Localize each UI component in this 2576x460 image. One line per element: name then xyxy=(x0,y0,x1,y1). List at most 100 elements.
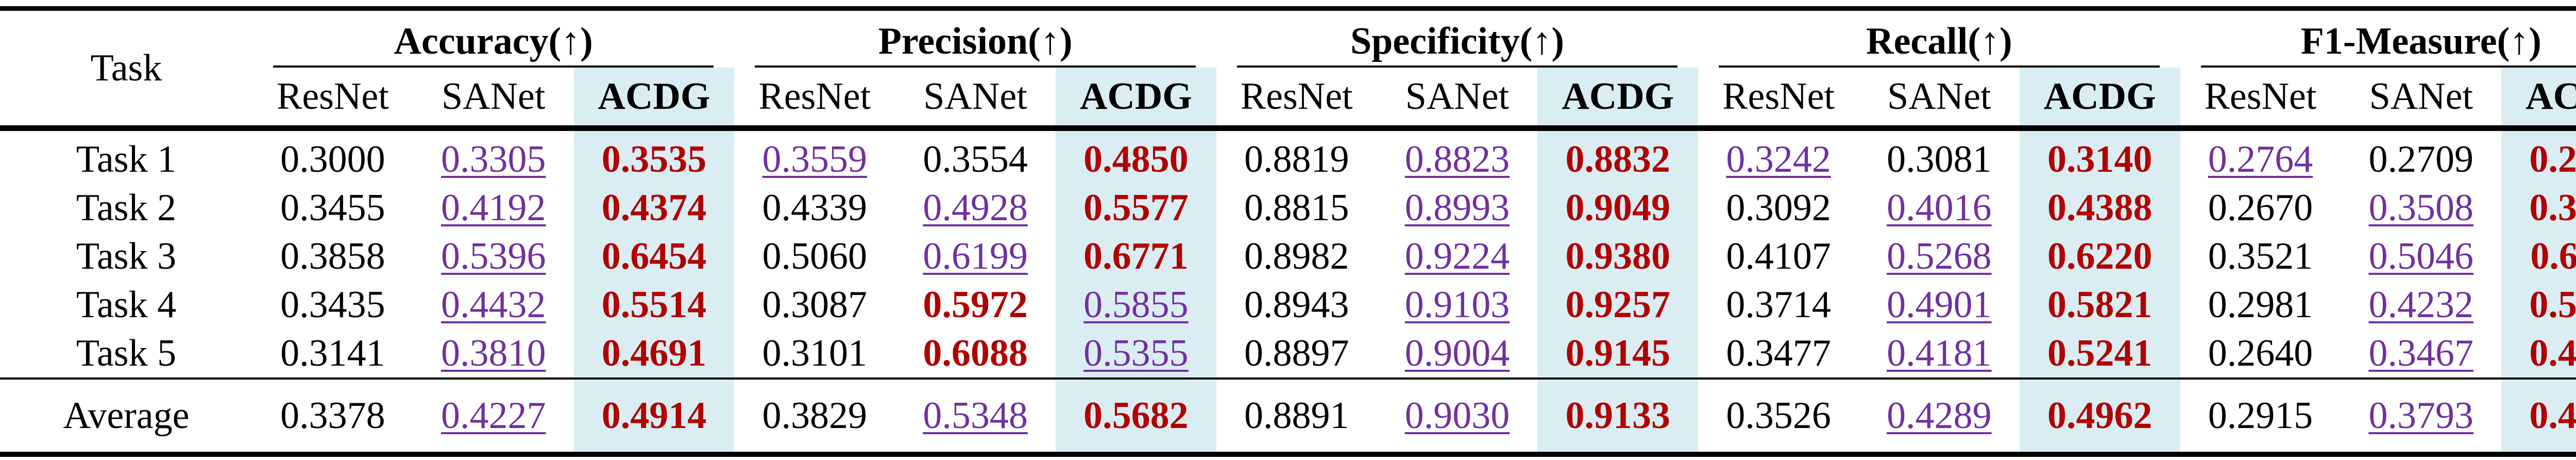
cell-value: 0.4289 xyxy=(1887,394,1992,437)
cell-value: 0.8982 xyxy=(1244,235,1349,277)
cell-value: 0.3141 xyxy=(280,332,385,374)
cell-value: 0.9224 xyxy=(1404,235,1510,277)
cell-value: 0.9030 xyxy=(1404,394,1510,437)
data-row: Task 1 0.3000 0.3305 0.3535 0.3559 0.3554 0.48… xyxy=(0,128,2576,184)
cell: 0.9103 xyxy=(1377,281,1538,329)
column-header: ACDG xyxy=(573,68,735,131)
cell: 0.5682 xyxy=(1055,377,1216,457)
column-header: SANet xyxy=(1858,68,2020,131)
cell-value: 0.6114 xyxy=(2530,235,2576,277)
cell-value: 0.3508 xyxy=(2368,186,2474,229)
cell: 0.5514 xyxy=(573,281,735,329)
cell: 0.3829 xyxy=(734,377,895,457)
cell: 0.2764 xyxy=(2180,128,2341,184)
cell-value: 0.5396 xyxy=(440,235,546,277)
cell: 0.3455 xyxy=(252,184,413,232)
cell-value: 0.4107 xyxy=(1726,235,1831,277)
group-header: Recall(↑) xyxy=(1698,6,2180,68)
cell: 0.3535 xyxy=(573,128,735,184)
group-title: Precision(↑) xyxy=(755,20,1196,68)
task-label: Task 2 xyxy=(76,186,177,229)
cell-value: 0.6088 xyxy=(923,332,1028,374)
column-header: ResNet xyxy=(1698,68,1859,131)
results-table: Task Accuracy(↑) Precision(↑) Specificity(↑… xyxy=(0,6,2576,457)
cell-value: 0.5577 xyxy=(1083,186,1189,229)
data-row: Task 5 0.3141 0.3810 0.4691 0.3101 0.6088 0.53… xyxy=(0,329,2576,379)
cell-value: 0.8993 xyxy=(1404,186,1510,229)
cell-value: 0.3535 xyxy=(601,138,707,180)
cell-value: 0.9257 xyxy=(1565,283,1671,326)
cell: 0.9257 xyxy=(1537,281,1699,329)
cell-value: 0.5348 xyxy=(923,394,1028,437)
cell: 0.4374 xyxy=(573,184,735,232)
cell-value: 0.8943 xyxy=(1244,283,1349,326)
cell-value: 0.5241 xyxy=(2047,332,2153,374)
data-row: Task 4 0.3435 0.4432 0.5514 0.3087 0.5972 0.58… xyxy=(0,281,2576,329)
column-header: ResNet xyxy=(252,68,413,131)
cell-value: 0.9049 xyxy=(1565,186,1671,229)
cell: 0.3435 xyxy=(252,281,413,329)
cell-value: 0.4374 xyxy=(601,186,707,229)
cell: 0.9030 xyxy=(1377,377,1538,457)
cell: 0.8823 xyxy=(1377,128,1538,184)
cell: 0.3477 xyxy=(1698,329,1859,379)
cell-value: 0.6454 xyxy=(601,235,707,277)
cell: 0.5577 xyxy=(1055,184,1216,232)
cell-value: 0.3477 xyxy=(1726,332,1831,374)
cell-value: 0.8897 xyxy=(1244,332,1349,374)
cell: 0.5821 xyxy=(2019,281,2180,329)
cell: 0.4914 xyxy=(573,377,735,457)
cell: 0.8982 xyxy=(1216,232,1377,281)
task-label: Average xyxy=(0,377,252,457)
cell: 0.5355 xyxy=(1055,329,1216,379)
group-title: Specificity(↑) xyxy=(1236,20,1678,68)
cell: 0.9145 xyxy=(1537,329,1699,379)
cell-value: 0.3793 xyxy=(2368,394,2474,437)
cell-value: 0.3000 xyxy=(280,138,385,180)
cell: 0.4107 xyxy=(1698,232,1859,281)
cell-value: 0.5060 xyxy=(762,235,868,277)
cell: 0.3554 xyxy=(895,128,1056,184)
group-header: Specificity(↑) xyxy=(1216,6,1699,68)
cell-value: 0.8891 xyxy=(1244,394,1349,437)
cell: 0.9133 xyxy=(1537,377,1699,457)
cell-value: 0.4528 xyxy=(2529,394,2576,437)
cell-value: 0.3810 xyxy=(440,332,546,374)
cell: 0.3140 xyxy=(2019,128,2180,184)
cell-value: 0.3714 xyxy=(1726,283,1831,326)
cell: 0.4232 xyxy=(2341,281,2501,329)
cell: 0.2777 xyxy=(2501,128,2576,184)
cell-value: 0.3092 xyxy=(1726,186,1831,229)
cell: 0.3101 xyxy=(734,329,895,379)
cell-value: 0.2670 xyxy=(2208,186,2313,229)
task-label: Task 5 xyxy=(76,332,177,374)
group-header: Accuracy(↑) xyxy=(252,6,735,68)
cell-value: 0.4962 xyxy=(2047,394,2153,437)
cell: 0.4289 xyxy=(1858,377,2020,457)
column-header: ACDG xyxy=(2501,68,2576,131)
cell: 0.4691 xyxy=(573,329,735,379)
cell: 0.3526 xyxy=(1698,377,1859,457)
cell-value: 0.3886 xyxy=(2529,186,2576,229)
cell: 0.4850 xyxy=(1055,128,1216,184)
cell: 0.2709 xyxy=(2341,128,2501,184)
cell: 0.4962 xyxy=(2019,377,2180,457)
cell: 0.4227 xyxy=(413,377,574,457)
cell: 0.3378 xyxy=(252,377,413,457)
cell: 0.4528 xyxy=(2501,377,2576,457)
cell-value: 0.3559 xyxy=(762,138,868,180)
cell: 0.4432 xyxy=(413,281,574,329)
cell: 0.3305 xyxy=(413,128,574,184)
cell: 0.3000 xyxy=(252,128,413,184)
cell-value: 0.9004 xyxy=(1404,332,1510,374)
cell: 0.4928 xyxy=(895,184,1056,232)
task-label: Task 1 xyxy=(76,138,177,180)
cell: 0.4339 xyxy=(734,184,895,232)
cell-value: 0.8823 xyxy=(1404,138,1510,180)
column-header: ACDG xyxy=(1537,68,1699,131)
cell-value: 0.3455 xyxy=(280,186,385,229)
cell-value: 0.3081 xyxy=(1887,138,1992,180)
cell-value: 0.5514 xyxy=(601,283,707,326)
cell: 0.9004 xyxy=(1377,329,1538,379)
